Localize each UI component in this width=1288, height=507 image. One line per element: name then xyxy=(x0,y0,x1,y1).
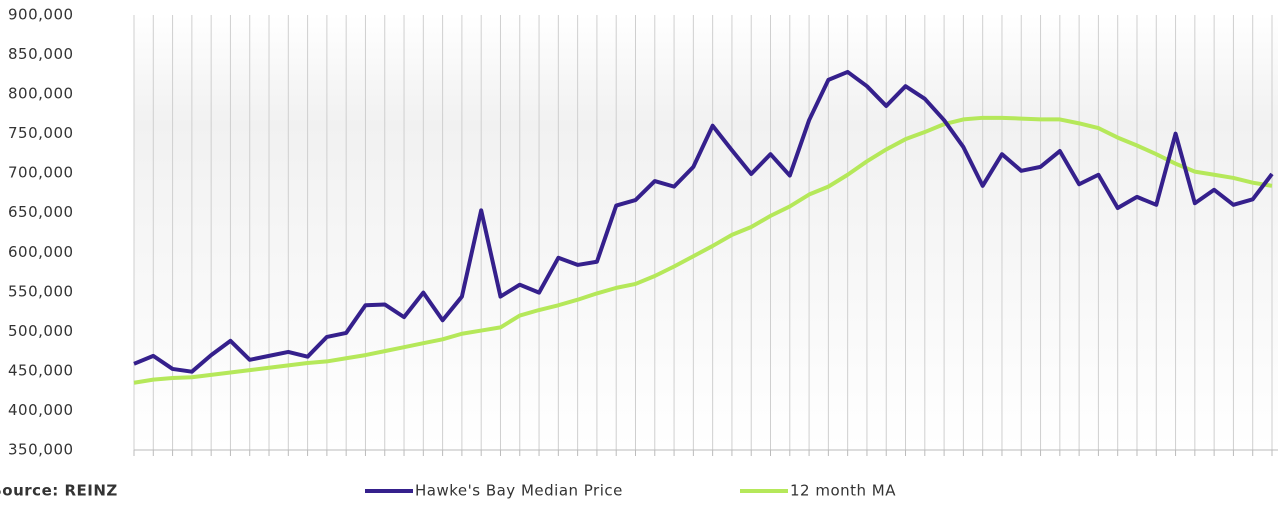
legend-label: 12 month MA xyxy=(790,482,896,500)
source: Source: REINZ xyxy=(0,482,118,500)
y-tick-label: 800,000 xyxy=(8,85,74,103)
y-tick-label: 600,000 xyxy=(8,243,74,261)
y-tick-label: 450,000 xyxy=(8,361,74,379)
y-tick-label: 900,000 xyxy=(8,6,74,24)
y-tick-label: 400,000 xyxy=(8,401,74,419)
series-line xyxy=(133,115,1273,385)
y-tick-label: 650,000 xyxy=(8,203,74,221)
y-tick-label: 750,000 xyxy=(8,124,74,142)
y-tick-label: 850,000 xyxy=(8,45,74,63)
y-tick-label: 500,000 xyxy=(8,322,74,340)
y-tick-label: 700,000 xyxy=(8,164,74,182)
y-tick-label: 350,000 xyxy=(8,441,74,459)
y-tick-label: 550,000 xyxy=(8,282,74,300)
legend-label: Hawke's Bay Median Price xyxy=(415,482,623,500)
series-line xyxy=(133,69,1274,374)
plot-background xyxy=(134,15,1278,450)
